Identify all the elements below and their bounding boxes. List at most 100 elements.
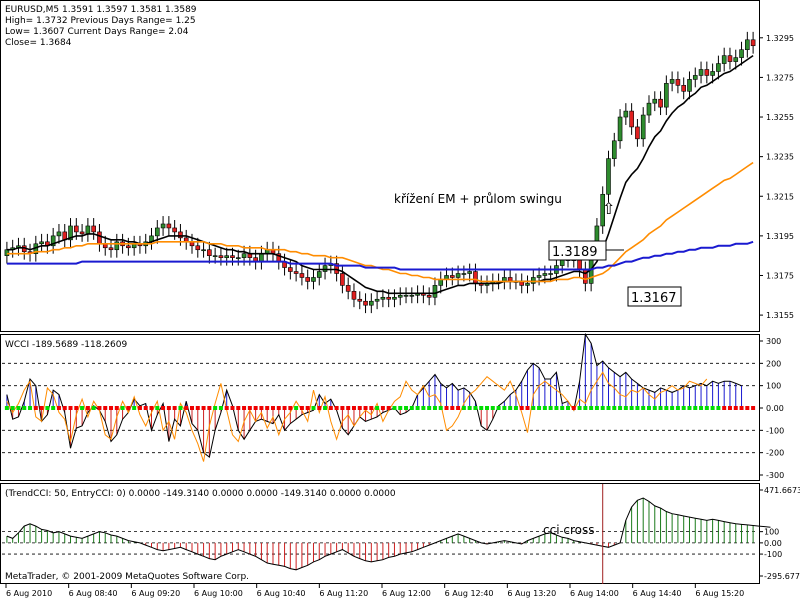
cci-signal-dot [392, 406, 397, 410]
cci-signal-dot [670, 406, 675, 410]
cci-signal-dot [409, 406, 414, 410]
cci-signal-dot [461, 406, 466, 410]
cci-signal-dot [126, 406, 131, 410]
candle-body [316, 271, 322, 278]
candle-body [235, 257, 241, 259]
cci-line [6, 371, 708, 462]
candle-body [224, 255, 230, 258]
cci-signal-dot [589, 406, 594, 410]
cci-signal-dot [681, 406, 686, 410]
high-line: High= 1.3732 Previous Days Range= 1.25 [5, 16, 196, 26]
cci-signal-dot [80, 406, 85, 410]
cci-signal-dot [432, 406, 437, 410]
cci-signal-dot [727, 406, 732, 410]
price-y-tick-label: 1.3255 [766, 113, 794, 122]
cci-signal-dot [456, 406, 461, 410]
cci-signal-dot [346, 406, 351, 410]
x-tick-label: 6 Aug 15:20 [695, 589, 744, 598]
candle-body [438, 279, 444, 286]
candle-body [74, 225, 79, 233]
x-tick-label: 6 Aug 11:20 [319, 589, 368, 598]
x-tick-label: 6 Aug 12:40 [445, 589, 494, 598]
candle-body [195, 245, 201, 251]
cci-signal-dot [635, 406, 640, 410]
cci-signal-dot [629, 406, 634, 410]
ema-fast-line [6, 54, 754, 295]
cci-signal-dot [282, 406, 287, 410]
ema-slow-line [6, 240, 754, 271]
candle-body [450, 275, 455, 278]
cci-signal-dot [276, 406, 281, 410]
cci-signal-dot [247, 406, 252, 410]
cci-signal-dot [722, 406, 727, 410]
cci-signal-dot [68, 406, 73, 410]
candle-body [166, 223, 172, 229]
cci-signal-dot [560, 406, 565, 410]
strategy-note: křížení EM + průlom swingu [394, 192, 562, 206]
candle-body [50, 235, 56, 247]
cci-signal-dot [85, 406, 90, 410]
wcci-y-tick-label: -200 [766, 449, 784, 458]
candle-body [577, 259, 582, 270]
trendcci-y-tick-label: -295.6771 [764, 572, 800, 581]
candle-body [664, 83, 669, 108]
x-tick-label: 6 Aug 12:00 [382, 589, 431, 598]
cci-signal-dot [704, 406, 709, 410]
cci-signal-dot [132, 406, 137, 410]
cci-signal-dot [120, 406, 125, 410]
candle-body [340, 273, 345, 286]
candle-body [299, 273, 305, 278]
x-tick-label: 6 Aug 10:00 [194, 589, 243, 598]
up-arrow-icon: ⇧ [602, 199, 615, 218]
level-low-box [627, 286, 682, 307]
cci-signal-dot [612, 406, 617, 410]
cci-signal-dot [323, 406, 328, 410]
cci-signal-dot [664, 406, 669, 410]
candle-body [357, 298, 363, 302]
wcci-y-tick-label: 0.00 [766, 404, 784, 413]
cci-signal-dot [600, 406, 605, 410]
candle-body [363, 300, 368, 306]
cci-signal-dot [369, 406, 374, 410]
cci-signal-dot [699, 406, 704, 410]
candle-body [681, 85, 686, 92]
candle-body [658, 98, 663, 108]
cci-signal-dot [39, 406, 44, 410]
candle-body [108, 247, 114, 251]
cci-signal-dot [224, 406, 229, 410]
cci-signal-dot [357, 406, 362, 410]
candle-body [536, 275, 542, 278]
cci-signal-dot [114, 406, 119, 410]
cci-signal-dot [421, 406, 426, 410]
cci-signal-dot [207, 406, 212, 410]
candle-body [542, 273, 548, 276]
cci-signal-dot [4, 406, 9, 410]
price-y-tick-label: 1.3275 [766, 73, 794, 82]
candle-body [334, 263, 339, 274]
cci-signal-dot [334, 406, 339, 410]
cci-signal-dot [305, 406, 310, 410]
cci-signal-dot [687, 406, 692, 410]
trendcci-y-tick-label: 0.00 [764, 539, 782, 548]
candle-body [403, 294, 409, 297]
x-tick-label: 6 Aug 2010 [6, 589, 52, 598]
cci-signal-dot [28, 406, 33, 410]
x-tick-label: 6 Aug 14:00 [570, 589, 619, 598]
wcci-y-tick-label: -100 [766, 426, 784, 435]
cci-signal-dot [97, 406, 102, 410]
cci-signal-dot [195, 406, 200, 410]
candle-body [698, 69, 704, 76]
candle-body [293, 271, 299, 274]
cci-signal-dot [340, 406, 345, 410]
cci-signal-dot [438, 406, 443, 410]
cci-signal-dot [33, 406, 38, 410]
wcci-y-tick-label: 200 [766, 359, 781, 368]
cci-signal-dot [288, 406, 293, 410]
candle-body [548, 273, 553, 275]
cci-signal-dot [646, 406, 651, 410]
candle-body [241, 253, 247, 258]
candle-body [91, 225, 96, 233]
cci-signal-dot [178, 406, 183, 410]
cci-signal-dot [641, 406, 646, 410]
candle-body [305, 277, 310, 282]
